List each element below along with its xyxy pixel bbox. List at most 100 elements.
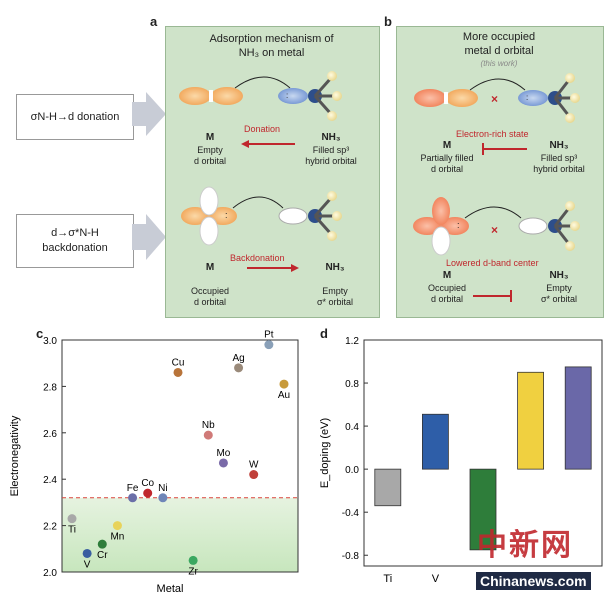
- b-row1-right-sub1: Filled sp³: [540, 152, 578, 163]
- panel-letter-d: d: [320, 326, 328, 341]
- orbital-diagrams: : : × :: [179, 71, 580, 302]
- point-label-co: Co: [141, 478, 154, 489]
- backdonation-side-text-2: backdonation: [42, 242, 108, 254]
- panel-b-title-2: metal d orbital: [464, 45, 534, 58]
- point-label-cr: Cr: [97, 550, 108, 561]
- panel-a-row2-orbitals: :: [181, 186, 342, 246]
- backdonation-label: Backdonation: [230, 253, 285, 263]
- panel-letter-a: a: [150, 14, 158, 29]
- b-row1-left-sub1: Partially filled: [420, 152, 474, 163]
- donation-side-box: σN-H→d donation: [16, 94, 134, 140]
- svg-text::: :: [286, 91, 288, 100]
- y-tick-label: 0.4: [345, 422, 359, 433]
- y-tick-label: 2.4: [43, 475, 57, 486]
- panel-a-title: Adsorption mechanism of NH₃ on metal: [165, 32, 378, 61]
- b-row1-right-sub2: hybrid orbital: [533, 163, 585, 174]
- y-axis-label: Electronegativity: [9, 415, 21, 496]
- point-co: [143, 488, 153, 498]
- backdonation-side-box: d→σ*N-H backdonation: [16, 214, 134, 268]
- panel-b-title-note: (this work): [480, 58, 518, 68]
- b-row1-right: NH₃ Filled sp³ hybrid orbital: [520, 140, 598, 175]
- panel-b-row1-orbitals: × :: [414, 73, 580, 123]
- x-tick-label: V: [432, 573, 440, 585]
- bar-1: [374, 468, 402, 507]
- b-row1-left-sub2: d orbital: [430, 163, 464, 174]
- y-tick-label: 1.2: [345, 336, 359, 347]
- b-row2-left: M Occupied d orbital: [408, 270, 486, 305]
- panel-a-row1-orbitals: :: [179, 71, 342, 121]
- svg-text:×: ×: [491, 92, 498, 106]
- point-zr: [188, 555, 198, 565]
- side-arrows: [132, 92, 166, 260]
- donation-label: Donation: [244, 124, 281, 134]
- a-row2-right-sub1: Empty: [322, 285, 348, 296]
- point-label-ti: Ti: [68, 525, 76, 536]
- b-row2-right-title: NH₃: [549, 270, 569, 281]
- b-row2-right: NH₃ Empty σ* orbital: [520, 270, 598, 305]
- b-row2-right-sub2: σ* orbital: [540, 293, 578, 304]
- point-mn: [112, 521, 122, 531]
- svg-text::: :: [457, 220, 460, 230]
- a-row1-left-sub1: Empty: [197, 144, 223, 155]
- watermark-en: Chinanews.com: [476, 572, 591, 590]
- point-label-ag: Ag: [232, 353, 244, 364]
- a-row2-right-title: NH₃: [325, 262, 345, 273]
- b-row2-right-sub1: Empty: [546, 282, 572, 293]
- point-v: [82, 548, 92, 558]
- point-nb: [203, 430, 213, 440]
- x-axis-label: Metal: [157, 583, 184, 595]
- b-row2-left-sub1: Occupied: [427, 282, 467, 293]
- point-au: [279, 379, 289, 389]
- plot-frame: [61, 339, 299, 573]
- a-row1-left-title: M: [205, 132, 215, 143]
- point-label-mn: Mn: [110, 532, 124, 543]
- bar-3: [469, 468, 497, 551]
- point-label-nb: Nb: [202, 420, 215, 431]
- y-tick-label: 2.6: [43, 429, 57, 440]
- y-axis-label: E_doping (eV): [319, 418, 331, 488]
- b-row1-right-title: NH₃: [549, 140, 569, 151]
- lowered-dband-label: Lowered d-band center: [446, 258, 539, 268]
- plot-frame: [363, 339, 603, 567]
- a-row2-right-sub2: σ* orbital: [316, 297, 354, 307]
- point-w: [249, 470, 259, 480]
- y-tick-label: -0.8: [342, 551, 360, 562]
- point-label-zr: Zr: [188, 566, 198, 577]
- y-tick-label: 0.0: [345, 465, 359, 476]
- point-label-w: W: [249, 460, 259, 471]
- a-row1-right: NH₃ Filled sp³ hybrid orbital: [292, 132, 370, 167]
- panel-a-title-2: NH₃ on metal: [238, 47, 305, 60]
- b-row2-left-title: M: [442, 270, 452, 281]
- point-cu: [173, 367, 183, 377]
- panel-letter-b: b: [384, 14, 392, 29]
- panel-b-title: More occupied metal d orbital (this work…: [396, 30, 602, 69]
- a-row2-right: NH₃ Empty σ* orbital: [300, 262, 370, 308]
- electronegativity-chart: 2.0 2.2 2.4 2.6 2.8 3.0 Electronegativity Metal…: [9, 330, 299, 595]
- point-cr: [97, 539, 107, 549]
- point-ti: [67, 514, 77, 524]
- favorable-region: [62, 497, 298, 572]
- point-pt: [264, 340, 274, 350]
- svg-text::: :: [225, 210, 228, 220]
- panel-a-title-1: Adsorption mechanism of: [209, 33, 334, 45]
- a-row1-left: M Empty d orbital: [180, 132, 240, 167]
- point-mo: [218, 458, 228, 468]
- point-label-au: Au: [278, 390, 290, 401]
- electron-rich-label: Electron-rich state: [456, 129, 529, 139]
- a-row2-left: M Occupied d orbital: [180, 262, 240, 308]
- point-label-mo: Mo: [216, 448, 230, 459]
- point-label-cu: Cu: [172, 357, 185, 368]
- donation-side-text: σN-H→d donation: [30, 110, 120, 123]
- a-row2-left-sub2: d orbital: [193, 297, 227, 307]
- point-label-ni: Ni: [158, 483, 167, 494]
- side-arrow-1: [132, 92, 166, 136]
- point-ag: [234, 363, 244, 373]
- backdonation-side-text-1: d→σ*N-H: [51, 227, 99, 240]
- bar-5: [564, 366, 592, 470]
- panel-b-row2-orbitals: : ×: [413, 197, 580, 256]
- a-row1-right-sub1: Filled sp³: [312, 144, 350, 155]
- a-row2-left-title: M: [205, 262, 215, 273]
- y-tick-label: -0.4: [342, 508, 360, 519]
- y-tick-label: 3.0: [43, 336, 57, 347]
- a-row1-right-sub2: hybrid orbital: [305, 155, 357, 166]
